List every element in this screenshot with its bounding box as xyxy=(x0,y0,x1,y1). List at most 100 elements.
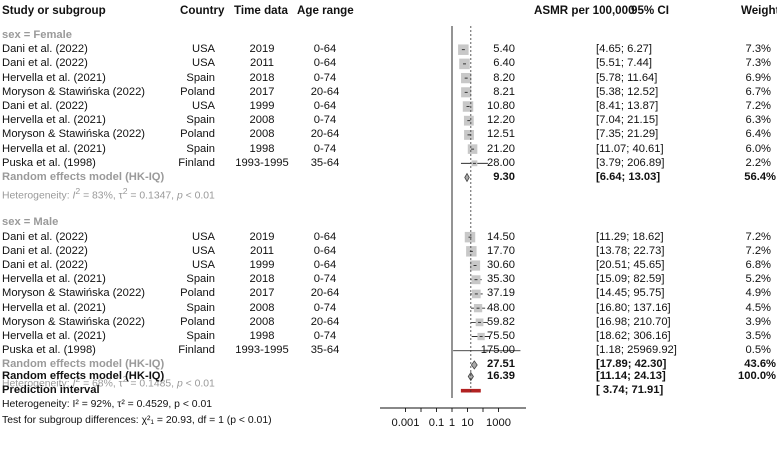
ci-lower: 16.80 xyxy=(599,301,628,314)
study-estimate: 8.21 xyxy=(493,85,515,98)
het-p-value: < 0.01 xyxy=(182,190,215,202)
study-country: USA xyxy=(191,230,215,243)
heterogeneity-text: Heterogeneity: I2 = 83%, τ2 = 0.1347, p … xyxy=(2,186,215,202)
subgroup-test: Test for subgroup differences: χ²₁ = 20.… xyxy=(2,414,272,426)
prediction-ci: [ 3.74; 71.91] xyxy=(596,384,664,397)
x-tick-label: 1000 xyxy=(486,417,511,429)
study-estimate: 59.82 xyxy=(487,315,515,328)
study-time: 2017 xyxy=(249,287,275,300)
study-age: 0-74 xyxy=(313,71,337,84)
study-country: USA xyxy=(191,259,215,272)
model-label: Random effects model (HK-IQ) xyxy=(2,171,165,183)
study-time: 1999 xyxy=(249,100,275,112)
study-age: 35-64 xyxy=(310,156,340,169)
study-age: 20-64 xyxy=(310,85,340,98)
study-name: Dani et al. (2022) xyxy=(2,244,88,257)
model-diamond xyxy=(467,371,474,382)
study-country: Finland xyxy=(178,156,215,169)
study-weight: 6.4% xyxy=(745,128,772,141)
het-i2-value: = 83%, τ xyxy=(80,190,123,202)
study-name: Dani et al. (2022) xyxy=(2,100,88,112)
study-time: 2018 xyxy=(249,71,275,84)
ci-upper: 137.16 xyxy=(633,301,668,314)
model-label: Random effects model (HK-IQ) xyxy=(2,358,165,371)
study-country: Poland xyxy=(180,315,215,328)
study-weight: 6.3% xyxy=(745,114,772,127)
study-weight: 7.2% xyxy=(745,244,772,257)
x-tick-label: 10 xyxy=(461,417,473,429)
study-weight: 0.5% xyxy=(745,344,772,357)
study-country: Finland xyxy=(178,344,215,357)
study-ci: [14.45; 95.75] xyxy=(596,287,665,300)
header-country: Country xyxy=(180,4,225,17)
study-ci: [7.35; 21.29] xyxy=(596,128,659,141)
ci-upper: 21.29 xyxy=(627,128,656,141)
model-ci: [11.14; 24.13] xyxy=(596,370,666,382)
ci-lower: 5.78 xyxy=(599,71,621,84)
study-country: USA xyxy=(191,100,215,112)
study-estimate: 8.20 xyxy=(493,71,515,84)
study-time: 2008 xyxy=(249,315,275,328)
ci-upper: 11.64 xyxy=(627,71,655,84)
study-name: Puska et al. (1998) xyxy=(2,344,96,357)
study-weight: 7.3% xyxy=(745,57,772,70)
ci-upper: 95.75 xyxy=(633,287,662,300)
model-weight: 100.0% xyxy=(738,370,776,382)
study-time: 2011 xyxy=(249,57,275,70)
study-time: 2008 xyxy=(249,128,275,141)
study-name: Puska et al. (1998) xyxy=(2,156,96,169)
x-tick-label: 1 xyxy=(449,417,455,429)
study-country: Poland xyxy=(180,287,215,300)
overall-heterogeneity: Heterogeneity: I² = 92%, τ² = 0.4529, p … xyxy=(2,399,213,411)
study-ci: [7.04; 21.15] xyxy=(596,114,659,127)
study-age: 0-74 xyxy=(313,330,337,343)
study-ci: [5.78; 11.64] xyxy=(596,71,658,84)
study-ci: [13.78; 22.73] xyxy=(596,244,665,257)
study-age: 0-64 xyxy=(313,230,337,243)
study-age: 0-74 xyxy=(313,114,337,127)
het-prefix: Heterogeneity: xyxy=(2,378,73,390)
ci-lower: 4.65 xyxy=(599,43,621,56)
ci-lower: 1.18 xyxy=(599,344,621,357)
subgroup-label: sex = Male xyxy=(2,216,59,229)
study-age: 0-64 xyxy=(313,259,337,272)
header-time: Time data xyxy=(234,4,288,17)
x-tick-label: 0.1 xyxy=(429,417,445,429)
ci-lower: 3.79 xyxy=(599,156,621,169)
ci-upper: 42.30 xyxy=(634,358,663,371)
ci-upper: 71.91 xyxy=(631,384,660,397)
het-p: p xyxy=(176,190,183,202)
study-age: 0-74 xyxy=(313,301,337,314)
ci-upper: 40.61 xyxy=(632,142,661,155)
study-age: 0-64 xyxy=(313,57,337,70)
study-estimate: 21.20 xyxy=(487,142,515,155)
study-estimate: 175.00 xyxy=(480,344,515,357)
model-diamond xyxy=(470,360,478,370)
study-estimate: 5.40 xyxy=(493,43,515,56)
study-name: Moryson & Stawińska (2022) xyxy=(2,85,146,98)
study-estimate: 75.50 xyxy=(487,330,515,343)
study-ci: [1.18; 25969.92] xyxy=(596,344,677,357)
study-country: Spain xyxy=(186,273,215,286)
header-study: Study or subgroup xyxy=(2,4,106,17)
study-country: USA xyxy=(191,57,215,70)
ci-lower: 16.98 xyxy=(599,315,628,328)
ci-upper: 6.27 xyxy=(627,43,649,56)
study-weight: 4.9% xyxy=(745,287,772,300)
study-estimate: 48.00 xyxy=(487,301,515,314)
study-weight: 5.2% xyxy=(745,273,772,286)
study-name: Hervella et al. (2021) xyxy=(2,142,106,155)
model-estimate: 27.51 xyxy=(487,358,515,371)
het-i2-value: = 68%, τ xyxy=(80,378,123,390)
model-ci: [6.64; 13.03] xyxy=(596,171,661,183)
study-estimate: 12.51 xyxy=(487,128,515,141)
ci-lower: 15.09 xyxy=(599,273,628,286)
study-age: 20-64 xyxy=(310,128,340,141)
ci-lower: 11.29 xyxy=(599,230,627,243)
ci-lower: 5.51 xyxy=(599,57,621,70)
study-country: Poland xyxy=(180,128,215,141)
ci-lower: 7.04 xyxy=(599,114,621,127)
study-weight: 6.9% xyxy=(745,71,772,84)
prediction-label: Prediction interval xyxy=(2,384,100,397)
ci-lower: 14.45 xyxy=(599,287,628,300)
